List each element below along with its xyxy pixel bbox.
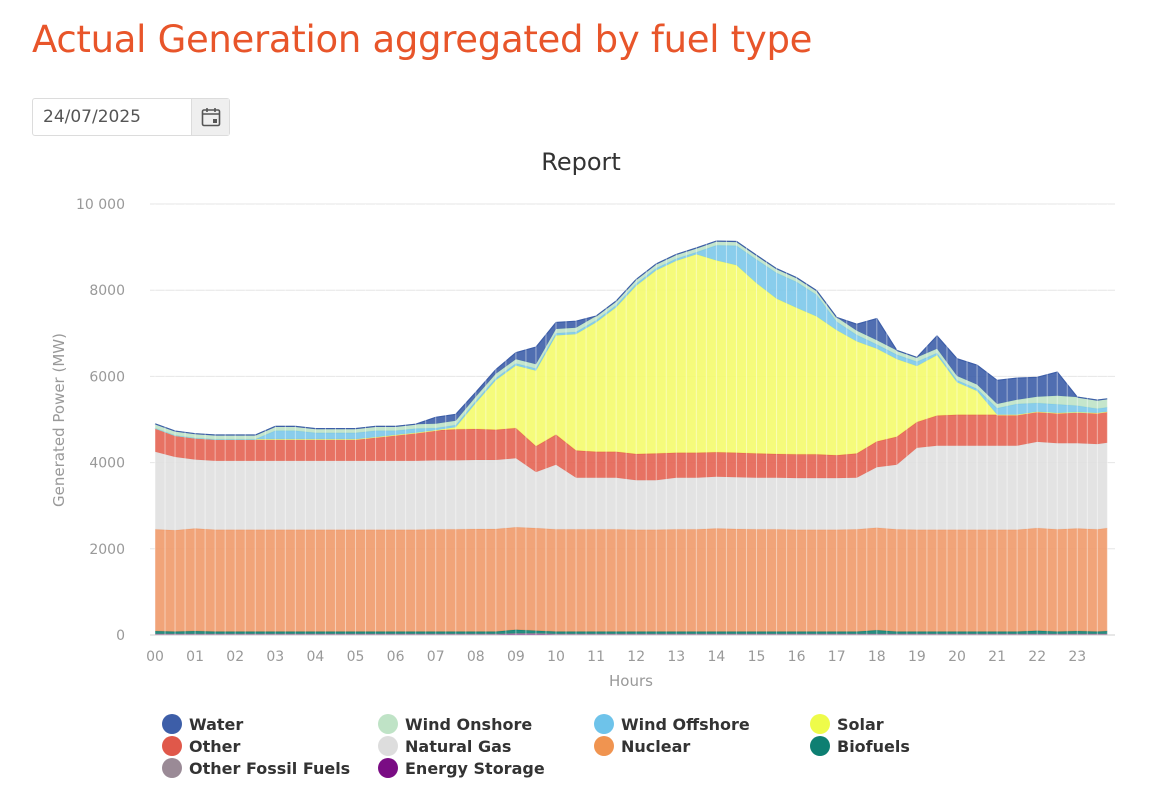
x-tick-label: 09: [507, 649, 525, 665]
x-tick-label: 08: [467, 649, 485, 665]
legend-label: Other: [189, 736, 241, 756]
legend-item-biofuels[interactable]: Biofuels: [810, 735, 910, 757]
x-tick-label: 11: [587, 649, 605, 665]
x-tick-label: 14: [707, 649, 725, 665]
legend-swatch-icon: [594, 736, 614, 756]
legend-label: Wind Onshore: [405, 714, 533, 734]
legend-label: Wind Offshore: [621, 714, 750, 734]
x-tick-label: 05: [347, 649, 365, 665]
area-layer: [154, 240, 1108, 635]
y-tick-label: 0: [116, 628, 125, 644]
x-tick-label: 20: [948, 649, 966, 665]
chart-title: Report: [541, 148, 621, 176]
x-tick-label: 00: [146, 649, 164, 665]
calendar-button[interactable]: [191, 99, 229, 135]
x-tick-label: 21: [988, 649, 1006, 665]
area-other[interactable]: [155, 411, 1108, 481]
legend-item-energy-storage[interactable]: Energy Storage: [378, 757, 545, 779]
legend-swatch-icon: [810, 736, 830, 756]
x-tick-label: 04: [306, 649, 324, 665]
legend-item-natural-gas[interactable]: Natural Gas: [378, 735, 511, 757]
x-tick-label: 12: [627, 649, 645, 665]
x-tick-label: 01: [186, 649, 204, 665]
legend-item-wind-onshore[interactable]: Wind Onshore: [378, 713, 532, 735]
legend-item-other[interactable]: Other: [162, 735, 240, 757]
legend-label: Energy Storage: [405, 758, 545, 778]
x-tick-label: 16: [788, 649, 806, 665]
x-tick-label: 03: [266, 649, 284, 665]
x-tick-label: 02: [226, 649, 244, 665]
calendar-icon: [201, 108, 221, 127]
legend-swatch-icon: [378, 714, 398, 734]
legend-item-other-fossil-fuels[interactable]: Other Fossil Fuels: [162, 757, 350, 779]
y-tick-label: 6000: [89, 369, 125, 385]
legend-item-nuclear[interactable]: Nuclear: [594, 735, 690, 757]
x-tick-label: 15: [748, 649, 766, 665]
x-axis-label: Hours: [609, 672, 653, 690]
legend-item-solar[interactable]: Solar: [810, 713, 884, 735]
legend-label: Nuclear: [621, 736, 691, 756]
y-tick-label: 2000: [89, 542, 125, 558]
legend-swatch-icon: [378, 736, 398, 756]
legend-label: Biofuels: [837, 736, 910, 756]
y-tick-label: 4000: [89, 456, 125, 472]
date-input[interactable]: [33, 99, 193, 135]
x-tick-label: 23: [1068, 649, 1086, 665]
x-tick-label: 19: [908, 649, 926, 665]
x-gridlines: [154, 204, 1108, 635]
x-tick-label: 06: [387, 649, 405, 665]
legend-swatch-icon: [162, 736, 182, 756]
page-title: Actual Generation aggregated by fuel typ…: [32, 18, 813, 61]
x-tick-label: 22: [1028, 649, 1046, 665]
x-tick-label: 13: [667, 649, 685, 665]
legend-label: Natural Gas: [405, 736, 512, 756]
legend-label: Water: [189, 714, 244, 734]
x-tick-label: 17: [828, 649, 846, 665]
area-edge-water: [154, 240, 1108, 436]
area-solar[interactable]: [155, 254, 1108, 456]
legend-swatch-icon: [594, 714, 614, 734]
legend-item-water[interactable]: Water: [162, 713, 243, 735]
x-tick-label: 07: [427, 649, 445, 665]
y-tick-label: 8000: [89, 283, 125, 299]
y-tick-label: 10 000: [76, 197, 125, 213]
generation-chart: Report 0 2000 4000 6000 8000 10 000 00 01 02 03 04 0…: [50, 148, 1115, 690]
x-tick-label: 10: [547, 649, 565, 665]
legend-item-wind-offshore[interactable]: Wind Offshore: [594, 713, 750, 735]
legend-swatch-icon: [162, 758, 182, 778]
area-natural-gas[interactable]: [155, 441, 1108, 531]
x-tick-label: 18: [868, 649, 886, 665]
legend-swatch-icon: [810, 714, 830, 734]
y-axis-label: Generated Power (MW): [50, 333, 68, 507]
legend-swatch-icon: [162, 714, 182, 734]
legend-swatch-icon: [378, 758, 398, 778]
legend-label: Other Fossil Fuels: [189, 758, 351, 778]
date-picker[interactable]: [32, 98, 230, 136]
legend-label: Solar: [837, 714, 884, 734]
area-nuclear[interactable]: [155, 527, 1108, 632]
